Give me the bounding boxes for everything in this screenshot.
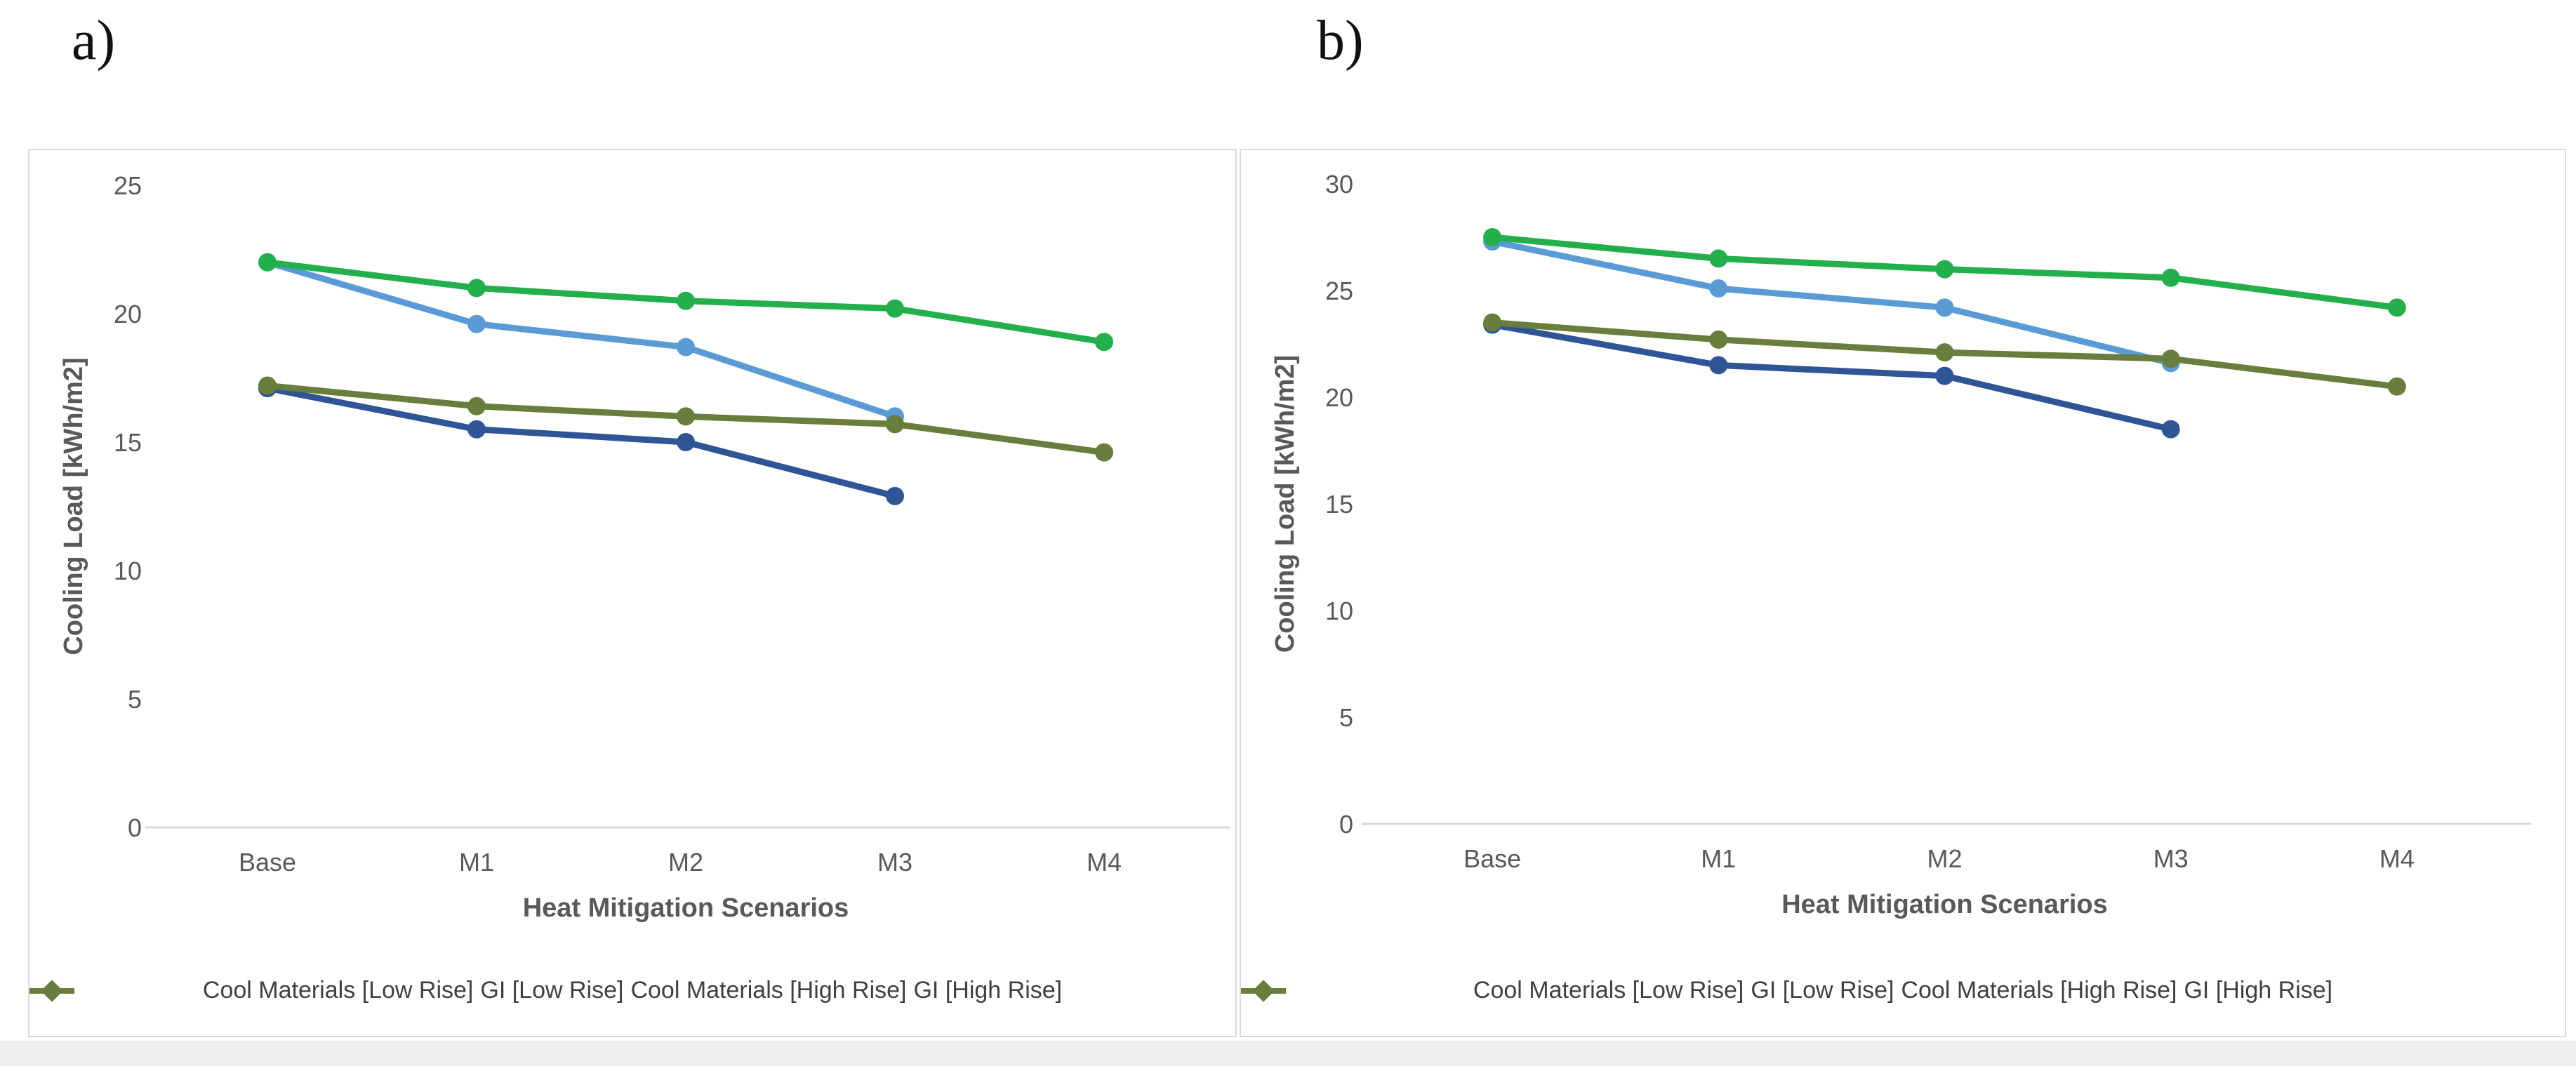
data-point-marker: [886, 486, 904, 505]
y-axis-tick-label: 20: [114, 300, 142, 328]
series-line-2: [264, 385, 898, 500]
data-point-marker: [1483, 313, 1502, 332]
legend-label: Cool Materials [Low Rise]: [1473, 977, 1744, 1004]
legend-marker-icon: [29, 980, 74, 1002]
legend-item: GI [Low Rise]: [1241, 977, 1894, 1004]
data-point-marker: [2161, 349, 2180, 368]
panel-label-b: b): [1317, 10, 1364, 72]
data-point-marker: [1709, 279, 1728, 298]
legend-label: GI [Low Rise]: [1751, 977, 1894, 1004]
data-point-marker: [886, 299, 904, 318]
y-axis-tick-label: 30: [1325, 170, 1353, 199]
legend-label: Cool Materials [Low Rise]: [202, 977, 474, 1004]
legend-item: Cool Materials [High Rise]: [29, 977, 907, 1004]
data-point-marker: [467, 314, 486, 333]
x-axis-tick-label: M2: [1927, 844, 1962, 873]
x-axis-tick-label: M1: [1701, 844, 1736, 873]
chart-legend: Cool Materials [Low Rise] GI [Low Rise] Co…: [29, 977, 1235, 1004]
data-point-marker: [467, 397, 486, 415]
legend-diamond: [1252, 980, 1275, 1002]
data-point-marker: [1935, 366, 1954, 385]
data-point-marker: [886, 415, 904, 434]
x-axis-title: Heat Mitigation Scenarios: [1781, 890, 2108, 919]
x-axis-tick-label: M1: [459, 848, 494, 877]
x-axis-tick-label: Base: [1463, 844, 1521, 873]
legend-label: GI [High Rise]: [2184, 977, 2333, 1004]
legend-marker-icon: [1241, 980, 1286, 1002]
data-point-marker: [2387, 377, 2406, 396]
data-point-marker: [1095, 333, 1113, 352]
data-point-marker: [677, 291, 695, 310]
data-point-marker: [467, 279, 486, 298]
legend-label: GI [High Rise]: [913, 977, 1063, 1004]
y-axis-tick-label: 0: [1339, 810, 1353, 839]
x-axis-tick-label: M3: [2153, 844, 2189, 873]
y-axis-tick-label: 15: [1325, 490, 1353, 519]
legend-item: GI [Low Rise]: [29, 977, 624, 1004]
data-point-marker: [1935, 298, 1954, 317]
legend-diamond: [41, 980, 63, 1002]
legend-item: Cool Materials [Low Rise]: [1241, 977, 1744, 1004]
data-point-marker: [677, 407, 695, 426]
data-point-marker: [1709, 356, 1728, 375]
y-axis-tick-label: 25: [114, 171, 142, 200]
footer-strip: [0, 1041, 2576, 1066]
y-axis-tick-label: 5: [128, 685, 142, 714]
data-point-marker: [1709, 249, 1728, 268]
data-point-marker: [1935, 343, 1954, 362]
data-point-marker: [467, 420, 486, 439]
series-line-0: [1489, 238, 2175, 366]
y-axis-tick-label: 5: [1339, 703, 1353, 732]
legend-label: GI [Low Rise]: [480, 977, 624, 1004]
y-axis-tick-label: 0: [128, 813, 142, 842]
y-axis-tick-label: 10: [114, 557, 142, 585]
y-axis-title: Cooling Load [kWh/m2]: [59, 357, 88, 655]
data-point-marker: [1709, 330, 1728, 349]
data-point-marker: [258, 376, 277, 395]
legend-item: GI [High Rise]: [1241, 977, 2333, 1004]
y-axis-tick-label: 25: [1325, 277, 1353, 305]
y-axis-tick-label: 15: [114, 428, 142, 457]
data-point-marker: [2387, 298, 2406, 317]
data-point-marker: [2161, 420, 2180, 439]
panel-label-a: a): [72, 10, 116, 72]
legend-item: Cool Materials [High Rise]: [1241, 977, 2177, 1004]
data-point-marker: [677, 433, 695, 451]
data-point-marker: [1095, 443, 1113, 462]
line-chart-b: 30 25 20 15 10 5 0 Base M1 M2 M3 M4 Heat Mitigation …: [1270, 170, 2531, 919]
x-axis-tick-label: M4: [2379, 844, 2415, 873]
x-axis-tick-label: M3: [877, 848, 912, 877]
data-point-marker: [2161, 268, 2180, 287]
x-axis-tick-label: M4: [1087, 848, 1122, 877]
series-line-2: [1489, 321, 2175, 433]
data-point-marker: [1483, 228, 1502, 246]
y-axis-title: Cooling Load [kWh/m2]: [1270, 355, 1300, 653]
data-point-marker: [258, 253, 277, 272]
data-point-marker: [677, 338, 695, 357]
legend-label: Cool Materials [High Rise]: [1901, 977, 2177, 1004]
legend-item: GI [High Rise]: [29, 977, 1063, 1004]
legend-item: Cool Materials [Low Rise]: [29, 977, 474, 1004]
chart-panel-b: 30 25 20 15 10 5 0 Base M1 M2 M3 M4 Heat Mitigation …: [1240, 149, 2566, 1037]
chart-panel-a: 25 20 15 10 5 0 Base M1 M2 M3 M4 Heat Mitigation Sc…: [28, 149, 1237, 1037]
line-chart-a: 25 20 15 10 5 0 Base M1 M2 M3 M4 Heat Mitigation Sc…: [59, 171, 1230, 923]
y-axis-tick-label: 10: [1325, 597, 1353, 625]
legend-label: Cool Materials [High Rise]: [630, 977, 907, 1004]
x-axis-tick-label: M2: [668, 848, 703, 877]
data-point-marker: [1935, 260, 1954, 279]
x-axis-title: Heat Mitigation Scenarios: [523, 893, 849, 923]
x-axis-tick-label: Base: [239, 848, 296, 877]
y-axis-tick-label: 20: [1325, 383, 1353, 412]
chart-legend: Cool Materials [Low Rise] GI [Low Rise] Co…: [1241, 977, 2565, 1004]
series-line-0: [264, 259, 898, 420]
